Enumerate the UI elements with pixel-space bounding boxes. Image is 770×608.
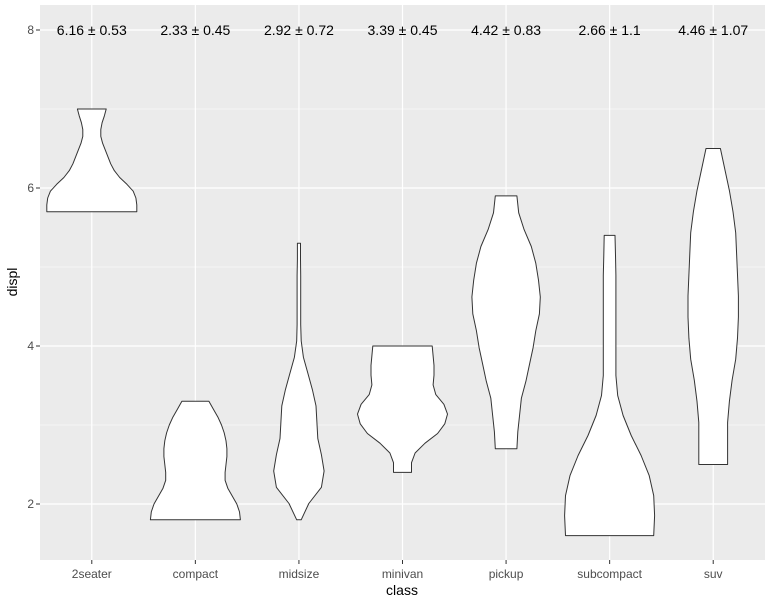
x-tick-label: subcompact xyxy=(577,567,642,581)
x-tick-label: suv xyxy=(704,567,723,581)
violin-2seater xyxy=(46,108,138,213)
violin-pickup xyxy=(471,195,541,450)
violin-suv xyxy=(687,148,739,465)
y-axis-title: displ xyxy=(4,268,20,297)
violin-minivan xyxy=(357,345,448,473)
x-tick-label: midsize xyxy=(279,567,320,581)
x-axis-title: class xyxy=(386,582,418,598)
x-tick-label: minivan xyxy=(382,567,423,581)
y-axis: 2 4 6 8 xyxy=(27,23,40,511)
y-tick-label: 8 xyxy=(27,23,34,37)
violin-midsize xyxy=(273,242,325,521)
annotation-label: 4.46 ± 1.07 xyxy=(678,22,748,38)
annotations: 6.16 ± 0.53 2.33 ± 0.45 2.92 ± 0.72 3.39 ± … xyxy=(57,22,749,38)
x-axis: 2seater compact midsize minivan pickup subcom… xyxy=(72,560,723,581)
x-tick-label: compact xyxy=(173,567,219,581)
annotation-label: 6.16 ± 0.53 xyxy=(57,22,127,38)
x-tick-label: pickup xyxy=(489,567,524,581)
violin-compact xyxy=(149,400,241,521)
y-tick-label: 2 xyxy=(27,497,34,511)
y-tick-label: 4 xyxy=(27,339,34,353)
violins xyxy=(46,108,739,537)
annotation-label: 2.66 ± 1.1 xyxy=(579,22,641,38)
annotation-label: 4.42 ± 0.83 xyxy=(471,22,541,38)
annotation-label: 2.33 ± 0.45 xyxy=(160,22,230,38)
annotation-label: 2.92 ± 0.72 xyxy=(264,22,334,38)
x-tick-label: 2seater xyxy=(72,567,112,581)
violin-subcompact xyxy=(564,234,656,537)
y-tick-label: 6 xyxy=(27,181,34,195)
annotation-label: 3.39 ± 0.45 xyxy=(368,22,438,38)
